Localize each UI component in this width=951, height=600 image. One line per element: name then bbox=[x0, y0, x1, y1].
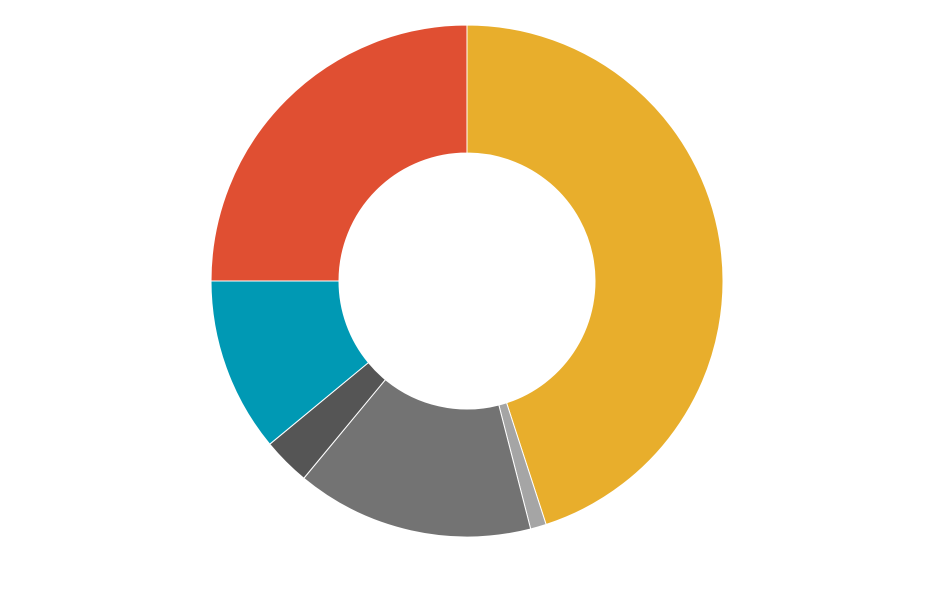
slice bbox=[210, 24, 468, 282]
slice bbox=[303, 378, 532, 538]
slice bbox=[466, 24, 724, 526]
